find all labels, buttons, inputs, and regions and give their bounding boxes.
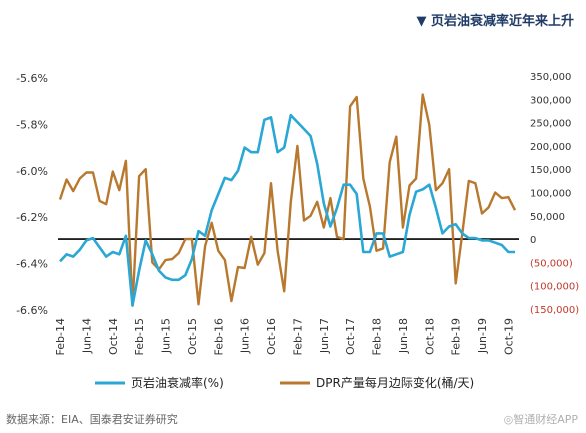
right-axis: 350,000 300,000 250,000 200,000 150,000 100,0… — [530, 72, 579, 316]
left-tick-label: -6.4% — [16, 258, 48, 271]
right-tick-label: 250,000 — [530, 119, 571, 130]
x-tick-label: Jun-15 — [160, 318, 173, 354]
x-tick-label: Feb-14 — [54, 318, 67, 355]
x-tick-label: Feb-18 — [371, 318, 384, 355]
x-tick-label: Jun-18 — [397, 318, 410, 354]
x-tick-label: Jun-14 — [80, 318, 93, 354]
x-tick-label: Feb-19 — [450, 318, 463, 355]
x-tick-label: Feb-15 — [133, 318, 146, 355]
x-tick-label: Jun-16 — [239, 318, 252, 354]
x-tick-label: Feb-16 — [212, 318, 225, 355]
right-tick-label: 100,000 — [530, 189, 571, 200]
watermark: ◎智通财经APP — [503, 413, 578, 426]
x-axis: Feb-14 Jun-14 Oct-14 Feb-15 Jun-15 Oct-15 Feb-… — [54, 318, 515, 355]
left-tick-label: -6.0% — [16, 165, 48, 178]
x-tick-label: Oct-19 — [502, 318, 515, 355]
left-tick-label: -6.6% — [16, 304, 48, 317]
x-tick-label: Oct-16 — [265, 318, 278, 355]
left-tick-label: -5.6% — [16, 72, 48, 85]
right-tick-label: 50,000 — [530, 212, 565, 223]
legend: 页岩油衰减率(%) DPR产量每月边际变化(桶/天) — [95, 375, 474, 390]
right-tick-label: 200,000 — [530, 142, 571, 153]
x-tick-label: Feb-17 — [291, 318, 304, 355]
chart-title: ▼ 页岩油衰减率近年来上升 — [416, 14, 574, 29]
legend-label-decline-rate: 页岩油衰减率(%) — [131, 375, 224, 390]
x-tick-label: Jun-19 — [476, 318, 489, 354]
series-dpr-line — [58, 93, 517, 307]
right-tick-label: (100,000) — [530, 282, 579, 293]
x-tick-label: Oct-15 — [186, 318, 199, 355]
right-tick-label: (50,000) — [530, 258, 573, 269]
left-tick-label: -5.8% — [16, 118, 48, 131]
right-tick-label: 150,000 — [530, 165, 571, 176]
right-tick-label: 350,000 — [530, 72, 571, 83]
x-tick-label: Jun-17 — [318, 318, 331, 354]
data-source: 数据来源：EIA、国泰君安证券研究 — [6, 413, 178, 426]
x-tick-label: Oct-17 — [344, 318, 357, 355]
legend-label-dpr: DPR产量每月边际变化(桶/天) — [316, 375, 474, 390]
right-tick-label: 0 — [530, 235, 536, 246]
right-tick-label: 300,000 — [530, 95, 571, 106]
series-decline-rate-line — [59, 113, 515, 307]
right-tick-label: (150,000) — [530, 305, 579, 316]
x-tick-label: Oct-18 — [423, 318, 436, 355]
left-tick-label: -6.2% — [16, 211, 48, 224]
x-tick-label: Oct-14 — [107, 318, 120, 355]
series-layer — [58, 93, 519, 307]
left-axis: -5.6% -5.8% -6.0% -6.2% -6.4% -6.6% — [16, 72, 48, 317]
